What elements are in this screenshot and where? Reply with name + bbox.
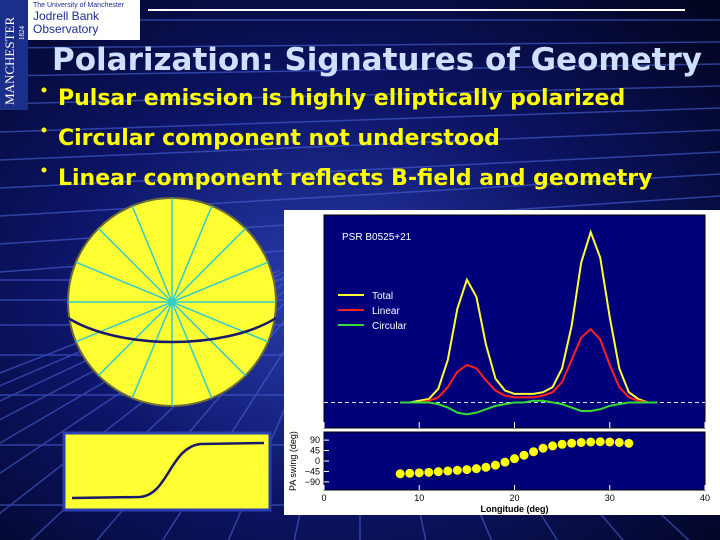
chart-title: PSR B0525+21 (342, 232, 412, 243)
pa-point (462, 465, 472, 475)
x-tick-label: 30 (605, 493, 615, 503)
bg-line (0, 63, 720, 77)
y-tick-label: 90 (310, 435, 320, 445)
legend-label: Linear (372, 306, 400, 317)
bullet-text: Linear component reflects B-field and ge… (58, 166, 653, 191)
pa-point (529, 447, 539, 457)
pa-point (557, 439, 567, 449)
bg-line (0, 41, 720, 49)
y-tick-label: 45 (310, 446, 320, 456)
pa-point (433, 467, 443, 477)
bullet-text: Circular component not understood (58, 126, 500, 151)
pa-point (614, 437, 624, 447)
pa-point (452, 465, 462, 475)
x-tick-label: 40 (700, 493, 710, 503)
bullet-dot (41, 167, 47, 173)
series-line (400, 399, 658, 416)
pa-point (576, 437, 586, 447)
slide-title: Polarization: Signatures of Geometry (52, 42, 702, 78)
bg-line (0, 85, 720, 105)
pa-point (624, 438, 634, 448)
logo-name: Jodrell Bank (33, 9, 100, 23)
pa-point (481, 462, 491, 472)
y-axis-label: PA swing (deg) (288, 431, 298, 491)
series-line (400, 327, 658, 404)
pa-point (490, 460, 500, 470)
spoke (75, 261, 269, 343)
pa-point (595, 437, 605, 447)
bg-line (0, 107, 720, 133)
logo-name: Observatory (33, 22, 98, 36)
legend-label: Total (372, 291, 393, 302)
pa-point (443, 466, 453, 476)
pa-point (500, 457, 510, 467)
bullet-list: Pulsar emission is highly elliptically p… (41, 86, 653, 191)
y-tick-label: −90 (305, 477, 320, 487)
swing-curve (71, 441, 265, 500)
x-tick-label: 10 (414, 493, 424, 503)
pa-point (395, 469, 405, 479)
bullet-text: Pulsar emission is highly elliptically p… (58, 86, 625, 111)
pa-point (471, 464, 481, 474)
logo-bar (0, 0, 28, 110)
logo-vertical: MANCHESTER (2, 17, 17, 105)
bg-line (0, 129, 720, 161)
legend-label: Circular (372, 321, 407, 332)
swing-diagram (62, 431, 272, 512)
pa-point (405, 468, 415, 478)
sphere-curve (67, 316, 277, 344)
pa-point (586, 437, 596, 447)
series-line (400, 228, 658, 404)
bg-line (0, 151, 720, 189)
y-tick-label: 0 (315, 456, 320, 466)
pa-point (548, 441, 558, 451)
pa-point (519, 450, 529, 460)
bg-line (0, 173, 720, 217)
x-axis-label: Longitude (deg) (481, 504, 549, 514)
bullet-dot (41, 87, 47, 93)
spokes (68, 198, 276, 406)
pa-point (414, 468, 424, 478)
bullet-dot (41, 127, 47, 133)
pa-point (424, 467, 434, 477)
x-tick-label: 0 (321, 493, 326, 503)
pa-point (567, 438, 577, 448)
sphere-diagram (67, 197, 277, 407)
pa-point (510, 454, 519, 464)
chart: PSR B0525+21TotalLinearCircular90450−45−… (288, 214, 710, 514)
pa-point (538, 443, 548, 453)
logo-year: 1824 (18, 26, 26, 41)
logo-university: The University of Manchester (33, 2, 125, 9)
plot-area (323, 214, 706, 429)
x-tick-label: 20 (509, 493, 519, 503)
y-tick-label: −45 (305, 466, 320, 476)
logo-box (28, 0, 140, 40)
pa-point (605, 437, 615, 447)
